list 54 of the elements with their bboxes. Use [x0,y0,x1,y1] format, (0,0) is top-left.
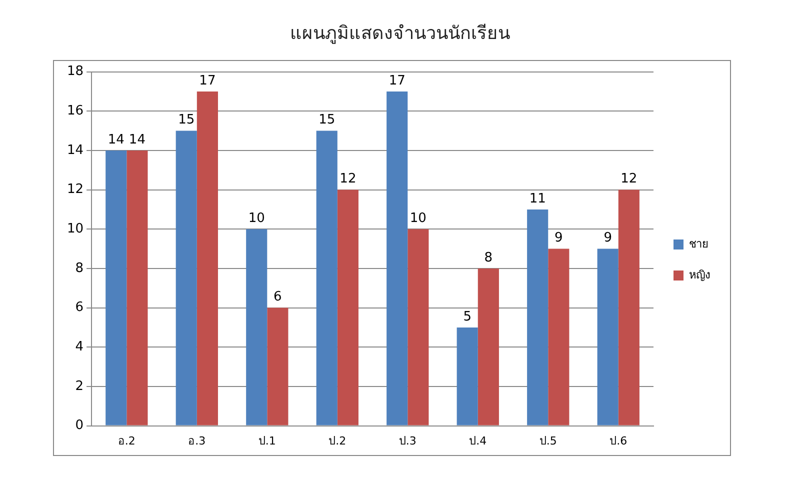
bar [267,308,288,426]
y-tick-label: 0 [75,418,84,434]
bar [386,91,408,426]
bar [618,190,640,426]
data-label: 10 [410,211,426,226]
x-tick-label: ป.5 [539,434,557,448]
bar [408,229,429,426]
x-tick-label: ป.1 [258,434,276,448]
legend-label: ชาย [689,237,708,250]
data-label: 14 [108,132,124,148]
data-label: 15 [318,112,336,128]
y-tick-label: 14 [66,142,84,158]
bar [597,248,618,426]
data-label: 12 [340,172,356,187]
data-label: 12 [620,172,638,187]
bar [196,91,218,426]
y-tick-label: 6 [75,300,84,316]
data-label: 9 [554,230,563,246]
y-tick-label: 8 [75,260,84,276]
data-label: 8 [484,250,493,266]
x-tick-label: ป.2 [328,434,346,448]
data-label: 15 [178,112,195,128]
data-label: 6 [274,290,282,305]
x-tick-label: อ.3 [188,434,206,448]
x-tick-label: ป.4 [469,434,487,448]
y-tick-label: 18 [66,64,84,80]
bar [337,190,358,426]
chart-frame: ชาย หญิง อ.2 อ.3 ป.1 ป.2 ป.3 ป.4 ป.5 ป.6 0 2 4 6 8 10 12 14 16 18 14 15 10 15 17 5 11 9 14 17 6 12 10 8 9 12 [53,60,731,456]
y-tick-label: 2 [75,378,84,394]
data-label: 14 [128,132,146,148]
data-label: 11 [529,191,546,206]
chart-title: แผนภูมิแสดงจำนวนนักเรียน [289,22,511,46]
bar [527,209,548,426]
data-label: 17 [388,73,406,88]
bar [456,327,478,426]
data-label: 5 [463,309,472,324]
legend-label: หญิง [689,268,710,282]
data-label: 10 [248,211,265,226]
data-label: 17 [199,73,216,88]
x-tick-label: ป.6 [610,434,628,448]
y-tick-label: 12 [66,182,84,198]
bar [176,130,197,426]
x-tick-label: อ.2 [118,434,136,448]
bar [316,130,338,426]
bar [106,150,127,426]
bar [246,229,268,426]
bar [478,268,499,426]
y-tick-label: 16 [66,104,84,119]
y-tick-label: 4 [75,340,84,355]
x-tick-label: ป.3 [398,434,416,448]
bar [548,248,570,426]
y-tick-label: 10 [66,222,84,237]
data-label: 9 [604,230,612,246]
bar [126,150,148,426]
